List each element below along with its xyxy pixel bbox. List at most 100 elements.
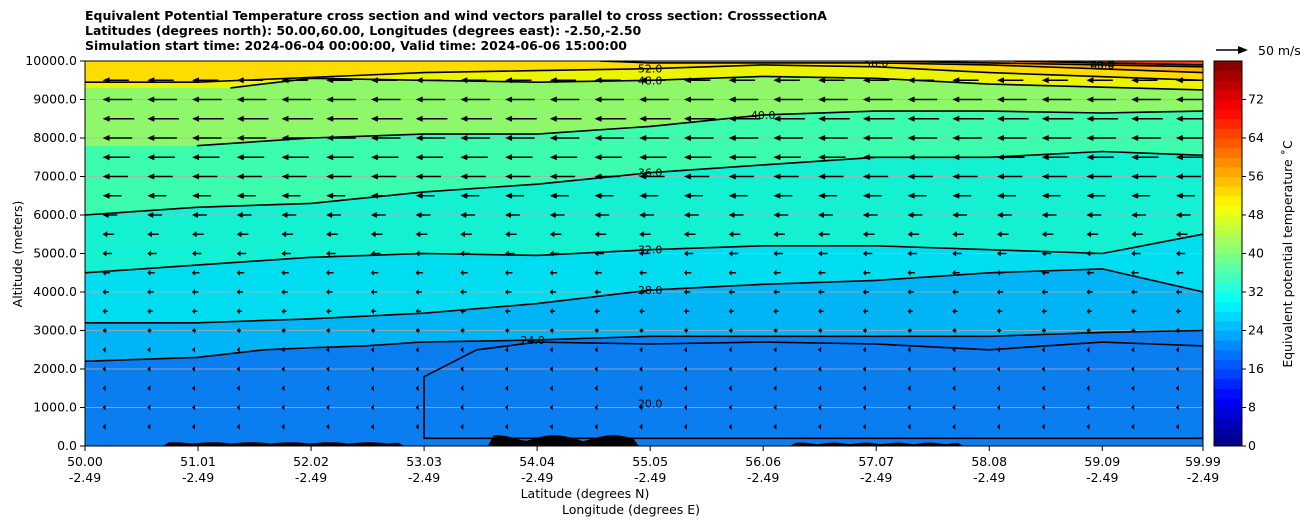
wind-arrow-head — [952, 115, 960, 122]
wind-arrow — [281, 308, 287, 315]
wind-arrow-head — [370, 115, 378, 122]
wind-arrow — [549, 289, 557, 295]
wind-arrow-head — [236, 269, 240, 276]
wind-arrow — [147, 269, 155, 276]
wind-arrow-head — [639, 308, 643, 315]
wind-arrow — [192, 77, 219, 84]
wind-arrow-head — [460, 231, 466, 238]
quiver-key: 50 m/s — [1216, 43, 1301, 58]
wind-arrow — [102, 385, 106, 392]
wind-arrow — [236, 404, 240, 411]
colorbar-segment — [1214, 147, 1242, 158]
wind-arrow — [1131, 385, 1135, 392]
wind-arrow-head — [773, 346, 777, 353]
wind-arrow-head — [996, 385, 1000, 392]
wind-arrow — [773, 269, 781, 276]
y-tick-label: 3000.0 — [33, 323, 77, 338]
wind-arrow-head — [281, 289, 285, 295]
wind-arrow — [773, 289, 780, 295]
wind-arrow-head — [683, 308, 687, 315]
wind-arrow-head — [1175, 154, 1183, 161]
colorbar-tick-label: 32 — [1248, 284, 1264, 299]
wind-arrow — [996, 135, 1027, 141]
wind-arrow — [952, 327, 957, 334]
wind-arrow — [907, 366, 911, 372]
wind-arrow-head — [728, 346, 732, 353]
wind-arrow-head — [594, 308, 598, 315]
wind-arrow — [639, 173, 665, 180]
wind-arrow — [370, 212, 386, 218]
colorbar-segment — [1214, 224, 1242, 235]
wind-arrow — [594, 423, 598, 430]
colorbar-segment — [1214, 205, 1242, 216]
wind-arrow-head — [549, 269, 553, 276]
wind-arrow — [1041, 423, 1045, 430]
wind-arrow-head — [236, 289, 240, 295]
wind-arrow — [952, 212, 968, 218]
wind-arrow — [326, 423, 330, 430]
wind-arrow — [1086, 346, 1090, 353]
wind-arrow — [683, 423, 687, 430]
wind-arrow — [728, 96, 759, 103]
wind-arrow-head — [862, 346, 866, 353]
wind-arrow-head — [952, 96, 960, 103]
wind-arrow-head — [1041, 289, 1045, 295]
wind-arrow-head — [370, 154, 378, 161]
terrain-fill — [85, 435, 1203, 446]
wind-arrow — [505, 173, 531, 180]
contour-line-24 — [85, 329, 1203, 363]
wind-arrow — [460, 366, 464, 372]
wind-arrow-head — [147, 327, 151, 334]
wind-arrow — [505, 250, 515, 257]
x-tick-label-lon: -2.49 — [69, 470, 101, 485]
wind-arrow-head — [1131, 192, 1139, 199]
wind-arrow — [728, 385, 732, 392]
wind-arrow-head — [102, 385, 106, 392]
wind-arrow — [773, 308, 779, 315]
wind-arrow-head — [683, 269, 687, 276]
wind-arrow-head — [594, 289, 598, 295]
wind-arrow — [773, 423, 777, 430]
wind-arrow-head — [862, 423, 866, 430]
wind-arrow-head — [1086, 385, 1090, 392]
wind-arrow-head — [236, 96, 244, 103]
wind-arrow-head — [415, 250, 420, 257]
wind-arrow-head — [326, 212, 333, 218]
wind-arrow — [728, 308, 734, 315]
wind-arrow-head — [460, 115, 468, 122]
wind-arrow-head — [370, 231, 376, 238]
wind-arrow — [907, 269, 915, 276]
colorbar-segment — [1214, 311, 1242, 322]
wind-arrow-head — [549, 385, 553, 392]
wind-arrow — [147, 289, 154, 295]
wind-arrow — [728, 250, 739, 257]
wind-arrow — [236, 77, 264, 84]
wind-arrow — [102, 404, 106, 411]
wind-vectors — [102, 77, 1203, 430]
wind-arrow-head — [1041, 308, 1045, 315]
wind-arrow — [1086, 135, 1117, 141]
wind-arrow — [952, 135, 982, 141]
wind-arrow-head — [728, 77, 736, 84]
contour-label-28: 28.0 — [638, 284, 663, 297]
wind-arrow — [236, 154, 265, 161]
wind-arrow-head — [1041, 327, 1045, 334]
wind-arrow-head — [728, 154, 736, 161]
wind-arrow — [505, 385, 509, 392]
wind-arrow-head — [996, 212, 1003, 218]
wind-arrow-head — [236, 154, 244, 161]
wind-arrow-head — [1041, 404, 1045, 411]
wind-arrow-head — [683, 192, 691, 199]
wind-arrow — [1086, 212, 1102, 218]
wind-arrow-head — [952, 173, 960, 180]
wind-arrow — [594, 308, 600, 315]
wind-arrow — [415, 327, 420, 334]
wind-arrow — [281, 173, 307, 180]
wind-arrow — [594, 192, 614, 199]
wind-arrow — [728, 115, 761, 122]
wind-arrow-head — [326, 346, 330, 353]
wind-arrow-head — [460, 404, 464, 411]
wind-arrow — [818, 327, 823, 334]
wind-arrow — [639, 308, 645, 315]
wind-arrow — [505, 327, 510, 334]
